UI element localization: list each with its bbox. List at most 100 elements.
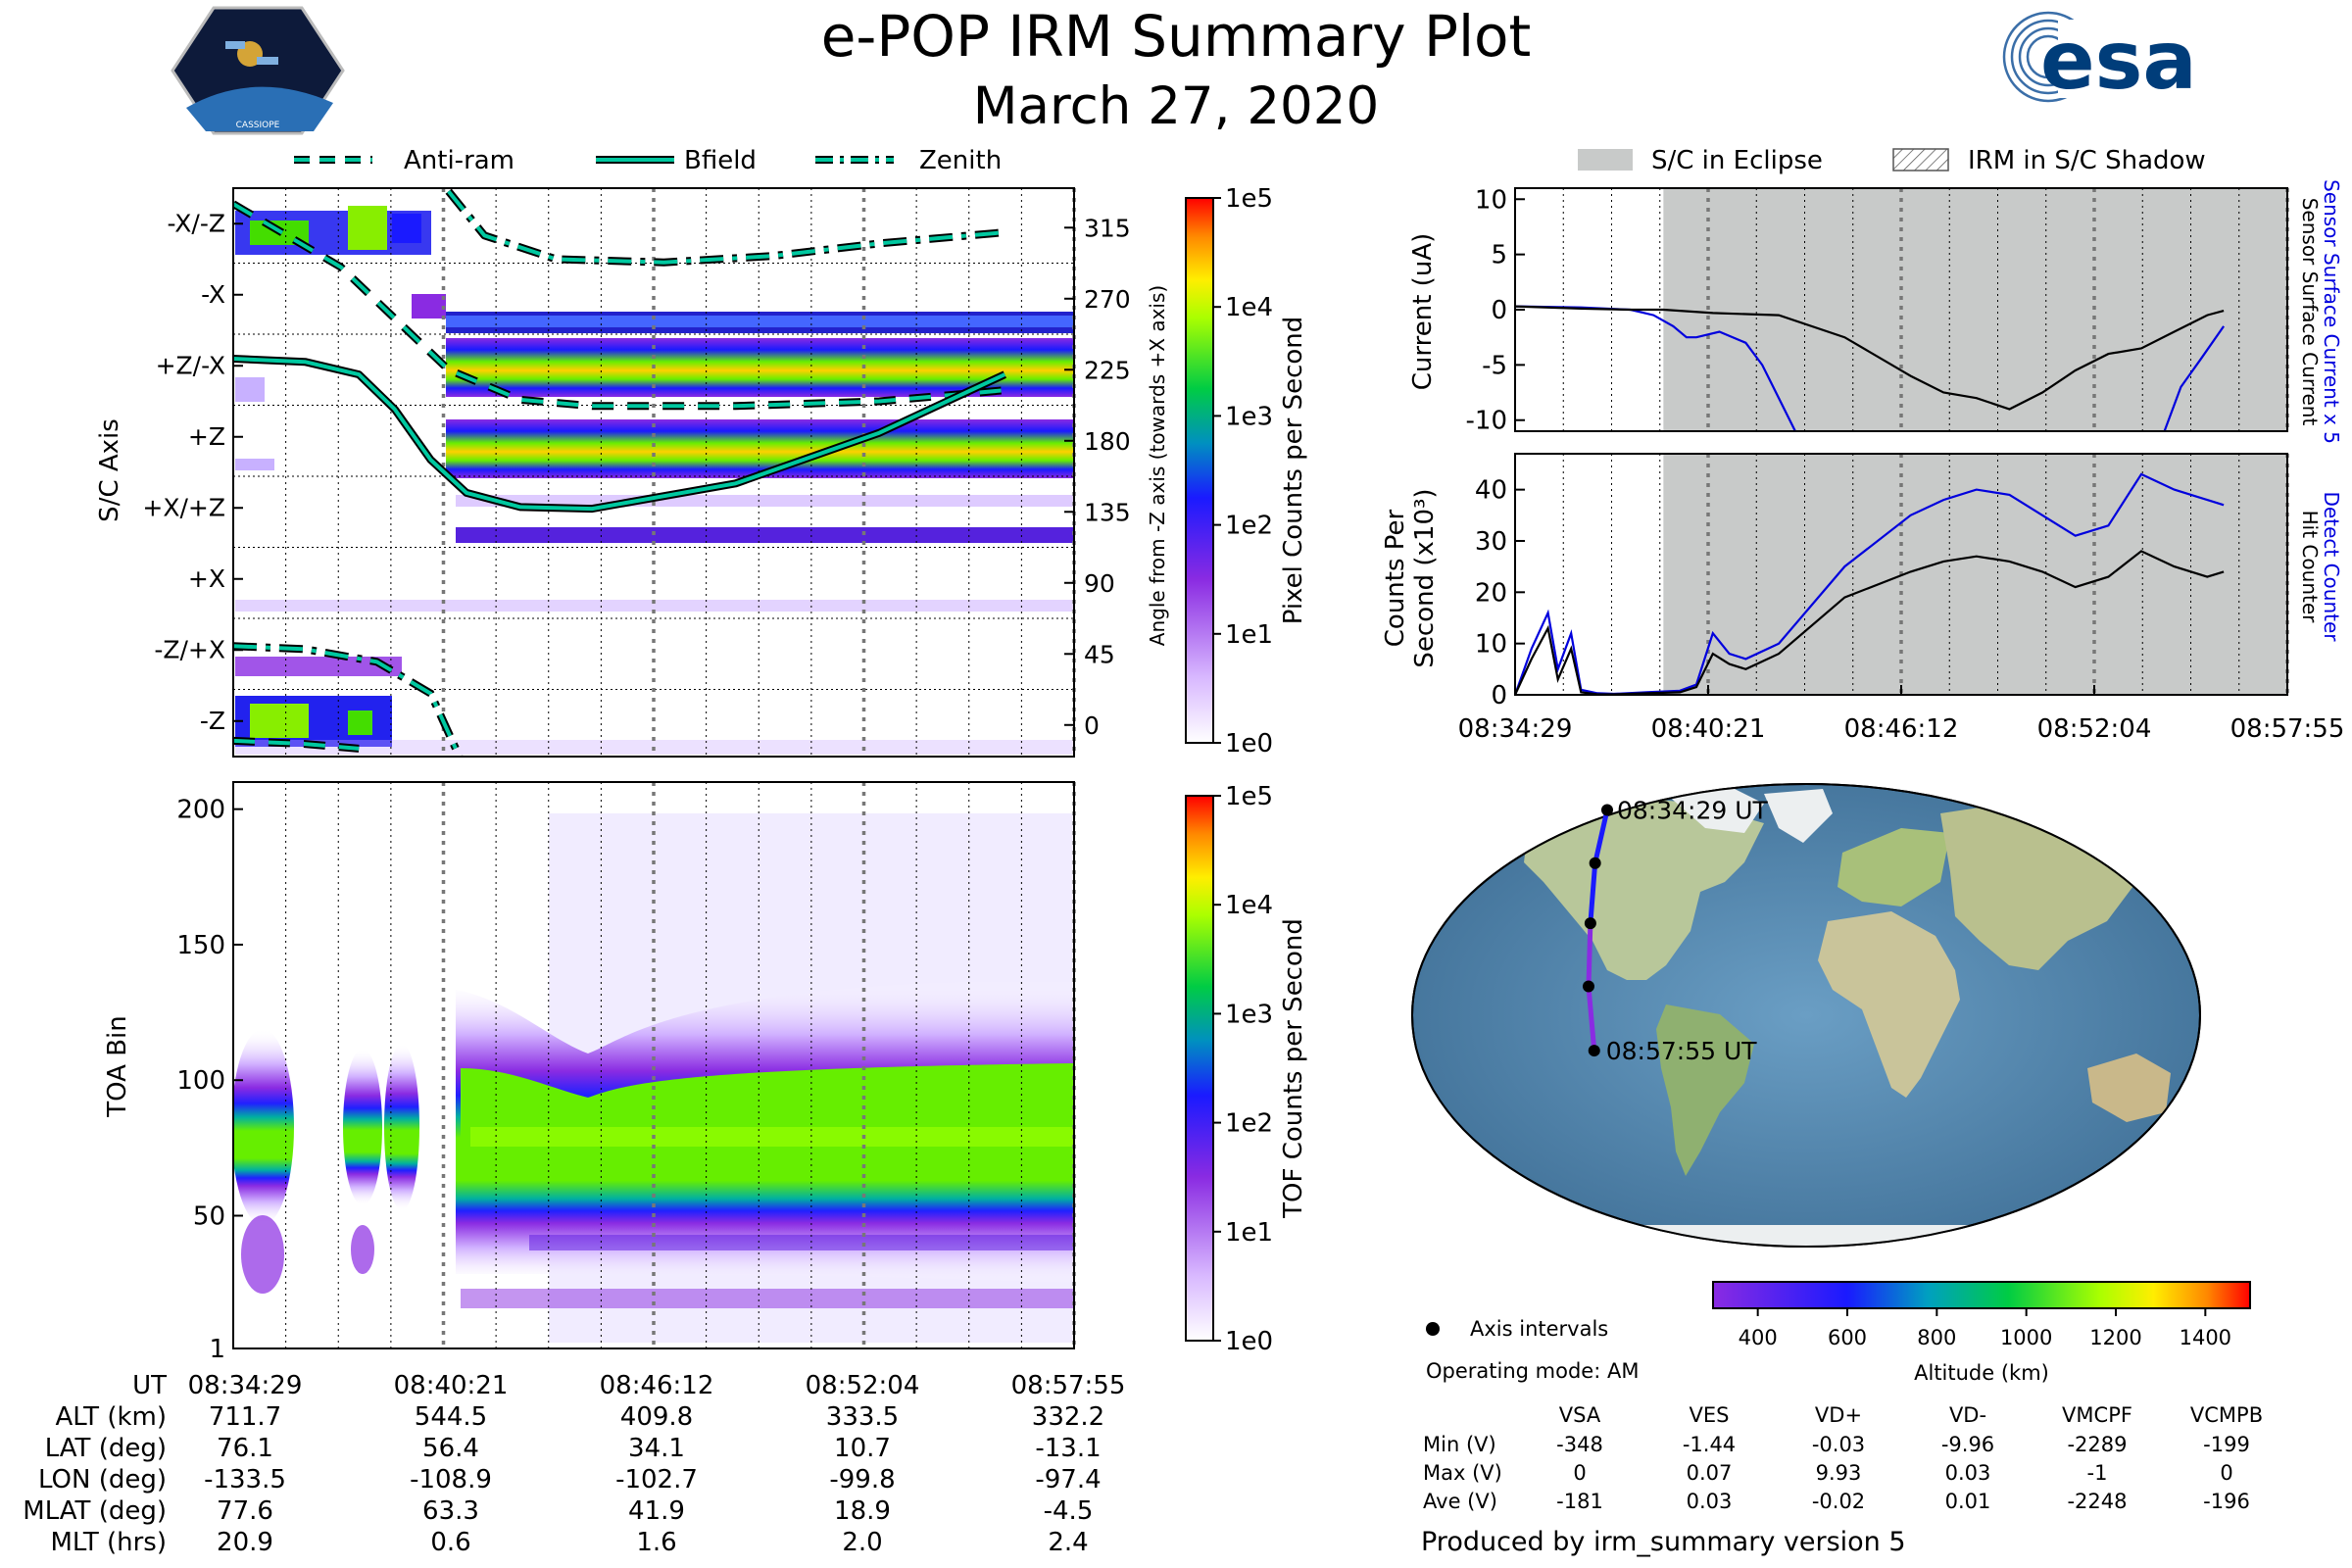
legend-bfield-label: Bfield	[684, 146, 757, 175]
toa-y-tick-label: 1	[209, 1335, 225, 1364]
y-tick-label: 40	[1475, 476, 1507, 506]
counts-y-ticks: 40 30 20 10 0	[1475, 476, 1525, 710]
position-cell: 08:57:55	[1011, 1371, 1126, 1400]
voltage-cell: 0	[2220, 1461, 2232, 1485]
position-cell: 333.5	[826, 1402, 899, 1432]
position-cell: 711.7	[209, 1402, 281, 1432]
position-cell: 34.1	[628, 1434, 685, 1463]
pixel-y2-tick-label: 135	[1084, 498, 1131, 526]
voltage-row-label: Max (V)	[1423, 1461, 1502, 1485]
legend-anti-ram-label: Anti-ram	[404, 146, 514, 175]
current-lines	[1515, 305, 2226, 431]
pixel-y2-tick-label: 225	[1084, 356, 1131, 384]
pixel-frame	[232, 187, 1075, 758]
x-tick-label: 08:57:55	[2230, 714, 2345, 744]
pixel-y-tick-label: +X	[188, 564, 225, 593]
map-australia	[2087, 1054, 2171, 1122]
map-legend: Axis intervals Operating mode: AM	[1426, 1317, 1639, 1383]
position-cell: 2.4	[1048, 1528, 1088, 1557]
pixel-y-ticks: -X/-Z -X +Z/-X +Z +X/+Z +X -Z/+X -Z	[142, 209, 243, 735]
track-marker	[1582, 980, 1594, 993]
cassiope-logo: CASSIOPE	[171, 6, 345, 135]
map-antarctica	[1412, 1225, 2200, 1247]
current-ylabel: Current (uA)	[1408, 233, 1438, 390]
counts-x-ticks: 08:34:29 08:40:21 08:46:12 08:52:04 08:57:55	[1458, 685, 2345, 744]
position-row-label: UT	[132, 1371, 167, 1400]
position-cell: 10.7	[834, 1434, 891, 1463]
axis-intervals-label: Axis intervals	[1470, 1317, 1608, 1341]
pixel-y2-tick-label: 0	[1084, 711, 1100, 740]
voltage-row-label: Min (V)	[1423, 1433, 1496, 1456]
x-tick-label: 08:52:04	[2037, 714, 2152, 744]
y-tick-label: -5	[1482, 351, 1507, 380]
pixel-y2-tick-label: 45	[1084, 640, 1115, 668]
position-cell: 1.6	[636, 1528, 676, 1557]
colorbar-tick-label: 1e0	[1225, 729, 1273, 759]
axis-interval-marker-icon	[1426, 1322, 1440, 1336]
position-cell: -108.9	[410, 1465, 492, 1494]
pixel-colorbar-ticks: 1e5 1e4 1e3 1e2 1e1 1e0	[1213, 184, 1273, 759]
voltage-cell: -199	[2203, 1433, 2250, 1456]
position-row-label: MLT (hrs)	[51, 1528, 168, 1557]
colorbar-tick-label: 1e1	[1225, 620, 1273, 650]
pixel-y2-ticks: 315 270 225 180 135 90 45 0	[1064, 214, 1131, 740]
voltage-cell: -181	[1556, 1490, 1603, 1513]
position-cell: -13.1	[1035, 1434, 1101, 1463]
current-y2label-blue: Sensor Surface Current x 5	[2320, 179, 2343, 444]
position-cell: 409.8	[620, 1402, 693, 1432]
altitude-colorbar-ticks: 400 600 800 1000 1200 1400	[1739, 1308, 2231, 1349]
voltage-cell: -2248	[2067, 1490, 2127, 1513]
y-tick-label: 0	[1491, 296, 1507, 325]
position-row-label: LAT (deg)	[45, 1434, 167, 1463]
position-cell: 08:46:12	[600, 1371, 714, 1400]
map-africa	[1818, 911, 1960, 1098]
toa-y-tick-label: 50	[193, 1201, 225, 1231]
position-cell: 63.3	[422, 1496, 479, 1526]
position-row-label: LON (deg)	[38, 1465, 167, 1494]
colorbar-tick-label: 1e2	[1225, 512, 1273, 541]
pixel-spectrogram-panel: -X/-Z -X +Z/-X +Z +X/+Z +X -Z/+X -Z 315 270 225 18…	[95, 187, 1169, 758]
pixel-colorbar: 1e5 1e4 1e3 1e2 1e1 1e0 Pixel Counts per Seco…	[1185, 184, 1308, 759]
operating-mode-label: Operating mode: AM	[1426, 1359, 1639, 1383]
toa-y-tick-label: 100	[176, 1066, 225, 1096]
page-date: March 27, 2020	[973, 76, 1379, 136]
counts-ylabel-line1: Counts Per	[1381, 509, 1410, 647]
y-tick-label: 20	[1475, 578, 1507, 608]
position-cell: 20.9	[217, 1528, 273, 1557]
toa-colorbar-label: TOF Counts per Second	[1279, 918, 1308, 1219]
position-cell: 332.2	[1032, 1402, 1104, 1432]
altitude-tick-label: 800	[1917, 1326, 1956, 1349]
pixel-y2label: Angle from -Z axis (towards +X axis)	[1146, 285, 1169, 646]
map-start-label: 08:34:29 UT	[1617, 796, 1769, 824]
altitude-tick-label: 600	[1828, 1326, 1867, 1349]
toa-colorbar: 1e5 1e4 1e3 1e2 1e1 1e0 TOF Counts per Second	[1185, 782, 1308, 1356]
series-line-hit-counter	[1515, 550, 2225, 695]
voltage-header: VMCPF	[2062, 1403, 2132, 1427]
eclipse-legend: S/C in Eclipse IRM in S/C Shadow	[1578, 146, 2206, 175]
voltage-cell: -0.03	[1812, 1433, 1865, 1456]
pixel-y-tick-label: -Z	[200, 707, 225, 735]
esa-logo: esa	[2002, 11, 2197, 108]
colorbar-tick-label: 1e3	[1225, 402, 1273, 431]
colorbar-tick-label: 1e2	[1225, 1109, 1273, 1139]
orbit-line-zenith	[447, 189, 1005, 265]
page-title: e-POP IRM Summary Plot	[821, 3, 1532, 70]
cassiope-logo-text: CASSIOPE	[236, 121, 280, 130]
altitude-colorbar: 400 600 800 1000 1200 1400 Altitude (km)	[1712, 1281, 2251, 1385]
y-tick-label: 10	[1475, 185, 1507, 215]
toa-ylabel: TOA Bin	[103, 1015, 132, 1117]
counts-y2label-black: Hit Counter	[2298, 511, 2322, 623]
legend-shadow-label: IRM in S/C Shadow	[1968, 146, 2206, 175]
position-cell: 56.4	[422, 1434, 479, 1463]
toa-y-tick-label: 200	[176, 796, 225, 825]
pixel-colorbar-label: Pixel Counts per Second	[1279, 317, 1308, 625]
orbit-line-bfield	[233, 357, 1006, 512]
track-marker	[1584, 917, 1596, 930]
map-track	[1582, 804, 1613, 1057]
x-tick-label: 08:46:12	[1844, 714, 1959, 744]
legend-shadow-swatch	[1892, 148, 1949, 172]
voltage-cell: -1.44	[1683, 1433, 1736, 1456]
pixel-orbit-lines	[233, 188, 1006, 757]
current-panel: 10 5 0 -5 -10 Current (uA) Sensor Surface Cu…	[1408, 179, 2343, 444]
